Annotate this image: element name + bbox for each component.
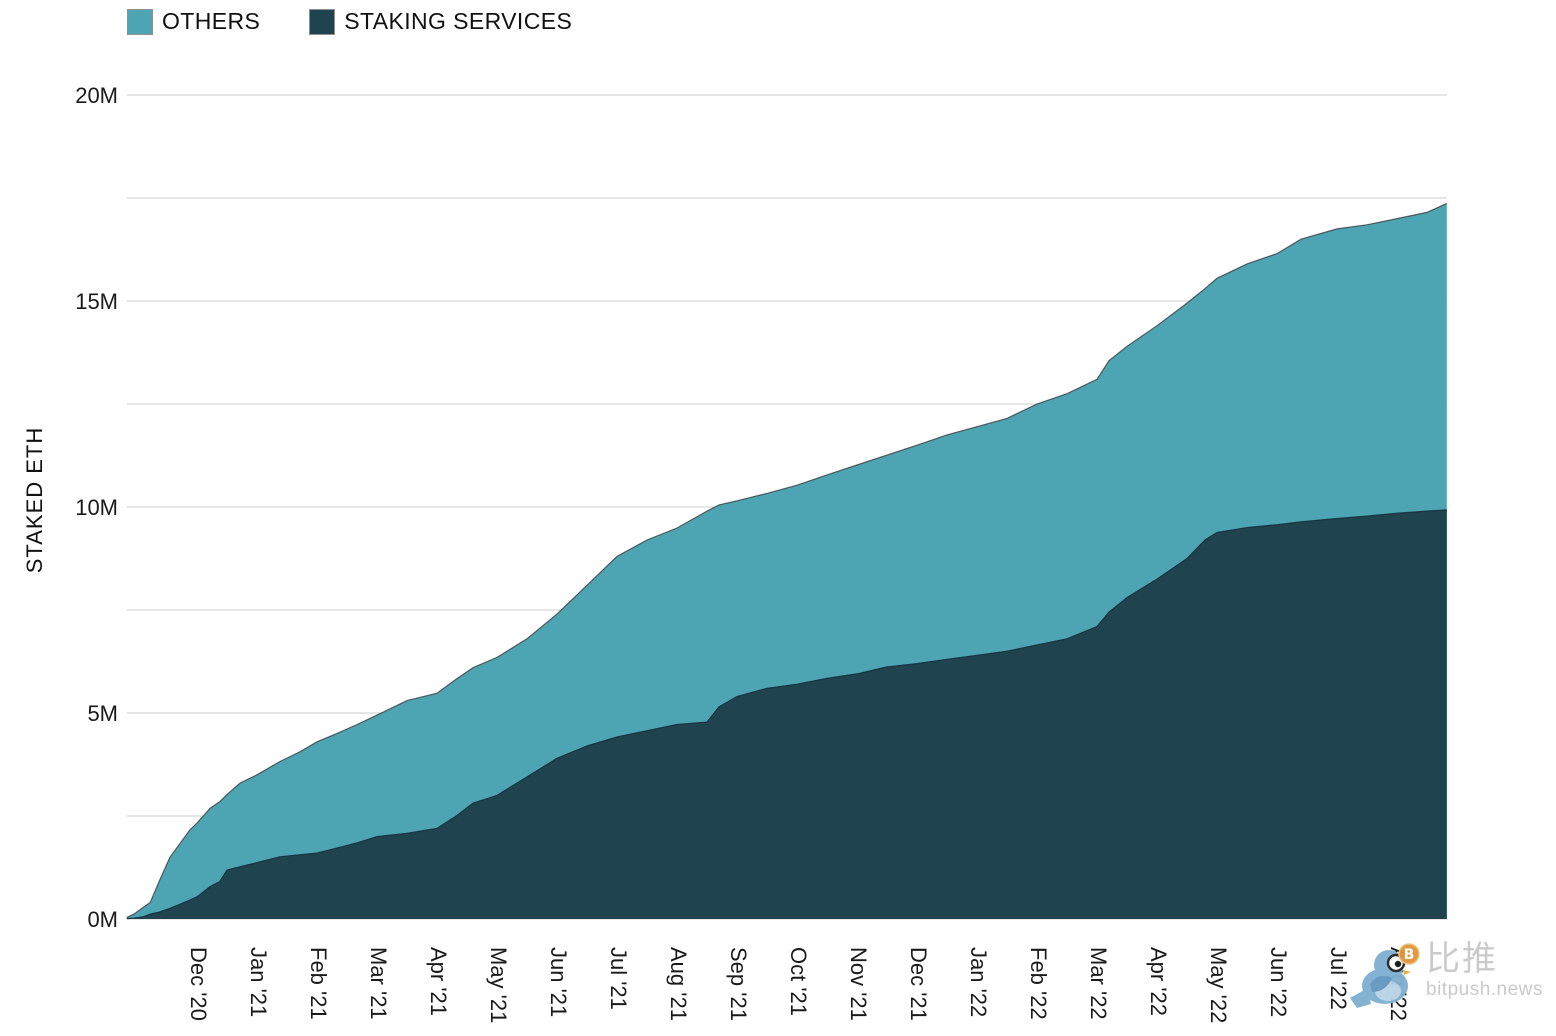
- x-tick-label: Jan '22: [966, 947, 991, 1017]
- y-tick-label: 15M: [75, 289, 118, 314]
- bitpush-bird-icon: B: [1350, 943, 1420, 1008]
- x-tick-label: Dec '21: [906, 947, 931, 1021]
- x-tick-label: Jul '21: [606, 947, 631, 1010]
- watermark-subtitle: bitpush.news: [1426, 979, 1543, 1000]
- staking-services-swatch-icon: [309, 8, 336, 35]
- x-tick-label: Sep '21: [726, 947, 751, 1021]
- x-tick-label: Feb '22: [1026, 947, 1051, 1020]
- x-tick-label: Apr '21: [426, 947, 451, 1016]
- watermark-title: 比推: [1426, 940, 1498, 978]
- others-area-edge: [126, 202, 1448, 918]
- y-tick-label: 20M: [75, 83, 118, 108]
- y-axis-title: STAKED ETH: [22, 427, 47, 574]
- x-tick-label: Apr '22: [1146, 947, 1171, 1016]
- legend-label-others: OTHERS: [162, 8, 261, 34]
- x-tick-label: May '22: [1206, 947, 1231, 1023]
- x-tick-label: May '21: [486, 947, 511, 1023]
- staking-services-area-edge: [126, 509, 1447, 920]
- staking-services-area: [126, 509, 1447, 919]
- legend-item-staking-services[interactable]: STAKING SERVICES: [309, 8, 572, 35]
- legend-item-others[interactable]: OTHERS: [127, 8, 260, 35]
- x-tick-label: Nov '21: [846, 947, 871, 1021]
- x-tick-label: Mar '21: [366, 947, 391, 1020]
- y-tick-label: 0M: [87, 907, 118, 932]
- x-tick-label: Aug '21: [666, 947, 691, 1021]
- bitpush-watermark: B 比推 bitpush.news: [1348, 942, 1543, 1014]
- y-tick-label: 10M: [75, 495, 118, 520]
- svg-text:B: B: [1404, 947, 1415, 963]
- x-tick-label: Jun '21: [546, 947, 571, 1017]
- legend: OTHERS STAKING SERVICES: [127, 8, 572, 35]
- x-tick-label: Jul '22: [1326, 947, 1351, 1010]
- x-tick-label: Oct '21: [786, 947, 811, 1016]
- x-tick-label: Jun '22: [1266, 947, 1291, 1017]
- others-swatch-icon: [127, 8, 153, 35]
- x-tick-label: Feb '21: [306, 947, 331, 1020]
- x-tick-label: Jan '21: [246, 947, 271, 1017]
- x-tick-label: Dec '20: [186, 947, 211, 1021]
- bitpush-watermark-text: 比推 bitpush.news: [1426, 942, 1543, 1001]
- y-tick-label: 5M: [87, 701, 118, 726]
- legend-label-staking-services: STAKING SERVICES: [344, 8, 573, 34]
- x-tick-label: Mar '22: [1086, 947, 1111, 1020]
